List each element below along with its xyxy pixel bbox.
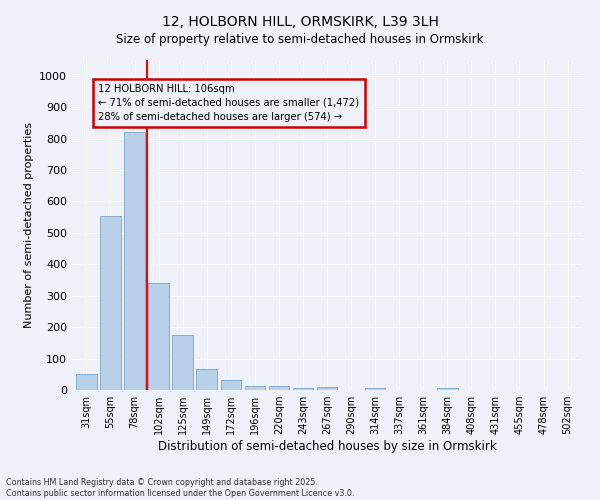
- Bar: [293, 388, 313, 390]
- Text: Size of property relative to semi-detached houses in Ormskirk: Size of property relative to semi-detach…: [116, 32, 484, 46]
- Bar: [245, 386, 265, 390]
- X-axis label: Distribution of semi-detached houses by size in Ormskirk: Distribution of semi-detached houses by …: [158, 440, 496, 453]
- Bar: [196, 368, 217, 390]
- Bar: [76, 374, 97, 390]
- Bar: [148, 283, 169, 390]
- Bar: [172, 335, 193, 390]
- Bar: [437, 388, 458, 390]
- Bar: [124, 132, 145, 390]
- Text: Contains HM Land Registry data © Crown copyright and database right 2025.
Contai: Contains HM Land Registry data © Crown c…: [6, 478, 355, 498]
- Bar: [365, 388, 385, 390]
- Bar: [269, 386, 289, 390]
- Text: 12, HOLBORN HILL, ORMSKIRK, L39 3LH: 12, HOLBORN HILL, ORMSKIRK, L39 3LH: [161, 15, 439, 29]
- Bar: [100, 216, 121, 390]
- Bar: [221, 380, 241, 390]
- Bar: [317, 387, 337, 390]
- Y-axis label: Number of semi-detached properties: Number of semi-detached properties: [23, 122, 34, 328]
- Text: 12 HOLBORN HILL: 106sqm
← 71% of semi-detached houses are smaller (1,472)
28% of: 12 HOLBORN HILL: 106sqm ← 71% of semi-de…: [98, 84, 359, 122]
